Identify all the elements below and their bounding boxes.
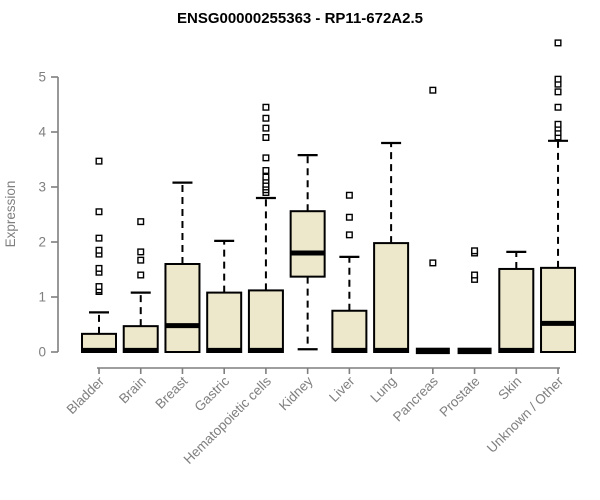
outlier-point [262, 103, 270, 111]
outlier-point [262, 114, 270, 122]
outlier-point [262, 133, 270, 141]
box-iqr [122, 325, 159, 353]
outlier-point [429, 86, 437, 94]
box-iqr [373, 242, 410, 354]
outlier-point [345, 191, 353, 199]
box-iqr [206, 291, 243, 354]
boxplot-liver [331, 191, 368, 353]
y-tick-label: 3 [38, 180, 46, 195]
outlier-point [429, 259, 437, 267]
outlier-point [554, 75, 562, 83]
boxplot-breast [164, 181, 201, 353]
box-iqr [164, 263, 201, 353]
x-tick-label: Lung [367, 374, 399, 406]
y-tick-label: 2 [38, 235, 46, 250]
boxplot-brain [122, 218, 159, 353]
outlier-point [554, 120, 562, 128]
x-tick-label: Liver [326, 373, 358, 405]
outlier-point [345, 231, 353, 239]
outlier-point [95, 208, 103, 216]
boxplots [81, 39, 577, 355]
box-iqr [247, 289, 284, 353]
x-tick-label: Breast [152, 373, 190, 411]
box-iqr [331, 309, 368, 353]
boxplot-prostate [457, 247, 492, 355]
x-tick-label: Gastric [191, 373, 232, 414]
outlier-point [554, 88, 562, 96]
outlier-point [554, 103, 562, 111]
outlier-point [137, 256, 145, 264]
outlier-point [345, 213, 353, 221]
x-tick-label: Pancreas [390, 373, 441, 424]
boxplot-pancreas [415, 86, 450, 355]
outlier-point [471, 271, 479, 279]
box-iqr [289, 210, 326, 278]
y-tick-label: 5 [38, 70, 46, 85]
boxplot-bladder [81, 157, 117, 354]
outlier-point [95, 157, 103, 165]
y-tick-label: 4 [38, 125, 46, 140]
outlier-point [137, 271, 145, 279]
x-tick-label: Brain [116, 374, 149, 407]
outlier-point [262, 154, 270, 162]
y-axis-title: Expression [3, 181, 18, 248]
x-tick-label: Skin [495, 374, 524, 403]
outlier-point [95, 246, 103, 254]
outlier-point [137, 218, 145, 226]
boxplot-unknown-other [540, 39, 577, 354]
boxplot-lung [373, 141, 410, 354]
outlier-point [137, 248, 145, 256]
outlier-point [95, 234, 103, 242]
collapsed-box [415, 347, 450, 355]
y-tick-label: 1 [38, 290, 46, 305]
box-iqr [540, 266, 577, 354]
outlier-point [262, 166, 270, 174]
outlier-point [262, 124, 270, 132]
boxplot-skin [498, 250, 535, 354]
x-tick-label: Unknown / Other [484, 373, 567, 456]
outlier-point [554, 39, 562, 47]
chart-title: ENSG00000255363 - RP11-672A2.5 [177, 10, 423, 27]
outlier-point [95, 264, 103, 272]
x-tick-label: Bladder [64, 373, 108, 417]
x-tick-label: Prostate [437, 374, 483, 420]
outlier-point [471, 247, 479, 255]
collapsed-box [457, 347, 492, 355]
boxplot-kidney [289, 154, 326, 351]
box-iqr [498, 267, 535, 354]
boxplot-hematopoietic-cells [247, 103, 284, 353]
x-tick-label: Kidney [276, 373, 316, 413]
y-tick-label: 0 [38, 345, 46, 360]
outlier-point [262, 173, 270, 181]
outlier-point [95, 283, 103, 291]
boxplot-gastric [206, 239, 243, 354]
